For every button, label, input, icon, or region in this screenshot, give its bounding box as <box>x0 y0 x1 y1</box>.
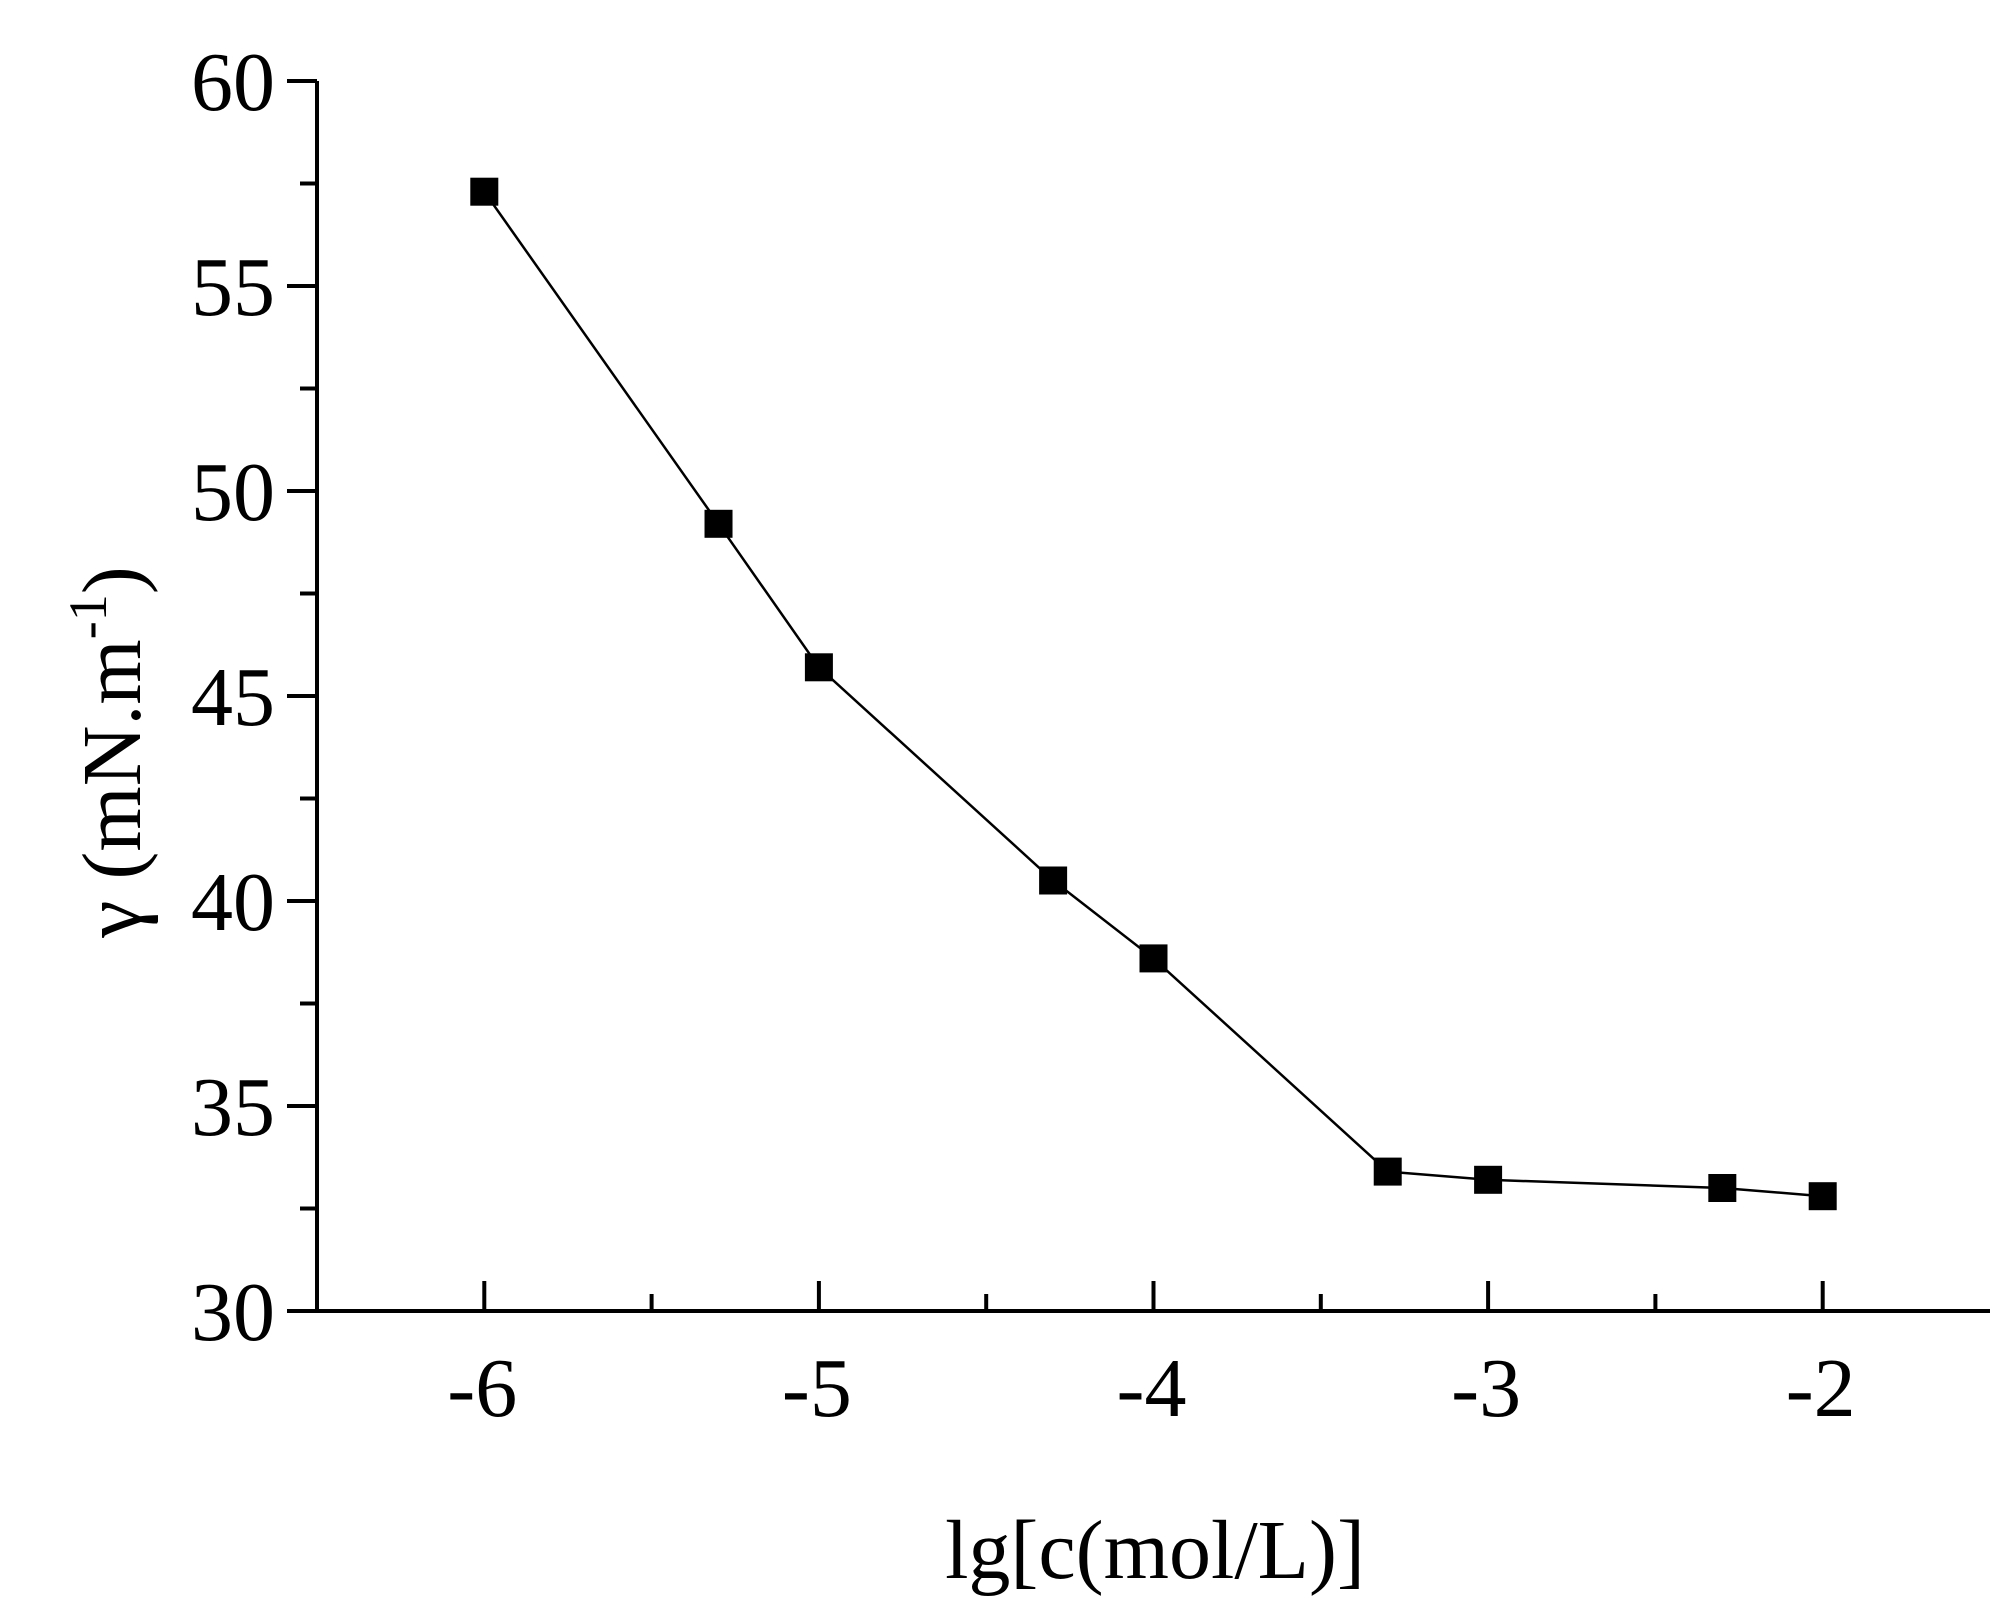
x-axis-title: lg[c(mol/L)] <box>945 1504 1365 1597</box>
y-axis-title-text: γ (mN.m-1) <box>58 566 159 938</box>
series <box>470 177 1837 1211</box>
y-axis-title-superscript: -1 <box>58 594 118 639</box>
y-tick-label: 40 <box>191 856 275 949</box>
axis-lines <box>315 81 1990 1313</box>
y-tick-label: 55 <box>191 241 275 334</box>
data-point <box>1039 866 1068 895</box>
data-point <box>470 177 499 206</box>
y-tick-label: 35 <box>191 1061 275 1154</box>
x-tick-label: -2 <box>1786 1342 1856 1435</box>
data-point <box>1808 1182 1837 1211</box>
series-line <box>483 190 1823 1198</box>
tick-labels: 30 35 40 45 50 55 60 -6 -5 -4 -3 -2 <box>191 36 1856 1435</box>
data-point <box>1139 944 1168 973</box>
x-tick-label: -6 <box>447 1342 517 1435</box>
data-point <box>1474 1165 1503 1194</box>
y-tick-label: 30 <box>191 1266 275 1359</box>
y-tick-label: 45 <box>191 651 275 744</box>
y-axis-title-base: γ (mN.m <box>66 639 159 938</box>
y-axis-title-close: ) <box>66 566 159 594</box>
x-tick-label: -5 <box>782 1342 852 1435</box>
axis-ticks <box>287 79 1825 1313</box>
data-point <box>1708 1174 1737 1202</box>
data-point <box>804 653 833 682</box>
y-tick-label: 50 <box>191 446 275 539</box>
x-tick-label: -3 <box>1451 1342 1521 1435</box>
x-tick-label: -4 <box>1117 1342 1187 1435</box>
data-point <box>1373 1157 1402 1186</box>
axes <box>315 81 1990 1313</box>
y-axis-title: γ (mN.m-1) <box>58 566 159 938</box>
y-tick-label: 60 <box>191 36 275 129</box>
data-point <box>704 509 733 538</box>
